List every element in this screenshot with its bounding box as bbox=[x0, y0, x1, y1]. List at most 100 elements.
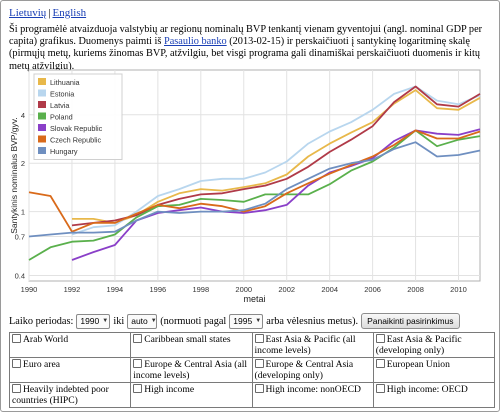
legend-label: Estonia bbox=[50, 90, 75, 99]
legend-swatch bbox=[38, 78, 46, 85]
series-line bbox=[28, 129, 481, 261]
series-line bbox=[71, 85, 481, 236]
intro-text-part1: Ši programėlė atvaizduoja valstybių ar r… bbox=[9, 24, 483, 48]
region-checkbox[interactable] bbox=[375, 384, 385, 393]
language-switcher: Lietuvių | English bbox=[9, 7, 86, 19]
region-row: Euro area Europe & Central Asia (all inco… bbox=[8, 357, 496, 383]
x-tick-label: 2006 bbox=[364, 285, 381, 294]
region-checkbox[interactable] bbox=[12, 384, 21, 393]
normalize-label: (normuoti pagal bbox=[160, 315, 227, 327]
x-axis-label: metai bbox=[243, 294, 265, 304]
region-option[interactable]: Heavily indebted poor countries (HIPC) bbox=[8, 382, 132, 408]
y-tick-label: 0.4 bbox=[15, 272, 25, 281]
region-checkbox[interactable] bbox=[254, 359, 264, 368]
region-row: Heavily indebted poor countries (HIPC) Hi… bbox=[8, 382, 496, 408]
period-controls: Laiko periodas: 1990 ▼ iki auto ▼ (normuot… bbox=[9, 311, 495, 331]
x-tick-label: 1992 bbox=[64, 285, 81, 294]
language-link-lt[interactable]: Lietuvių bbox=[9, 7, 47, 19]
region-option[interactable]: Europe & Central Asia (all income levels… bbox=[130, 357, 253, 383]
region-checkbox[interactable] bbox=[12, 334, 21, 343]
x-tick-label: 1998 bbox=[192, 285, 209, 294]
to-year-value: auto bbox=[131, 316, 148, 326]
region-label: Euro area bbox=[23, 359, 61, 370]
region-checkbox[interactable] bbox=[375, 359, 385, 368]
x-tick-label: 2010 bbox=[450, 285, 467, 294]
region-option[interactable]: High income bbox=[130, 382, 253, 408]
region-option[interactable]: Euro area bbox=[8, 357, 132, 383]
region-checkbox[interactable] bbox=[254, 334, 264, 343]
y-tick-label: 0.7 bbox=[15, 232, 25, 241]
normalize-year-select[interactable]: 1995 ▼ bbox=[229, 313, 264, 329]
language-separator: | bbox=[48, 7, 51, 19]
legend-label: Latvia bbox=[50, 101, 70, 110]
region-label: East Asia & Pacific (developing only) bbox=[375, 334, 462, 356]
x-tick-label: 2004 bbox=[321, 285, 338, 294]
region-checkbox[interactable] bbox=[12, 359, 21, 368]
language-link-en[interactable]: English bbox=[52, 7, 87, 19]
x-tick-label: 1994 bbox=[107, 285, 124, 294]
region-label: High income: nonOECD bbox=[265, 384, 361, 395]
world-bank-link[interactable]: Pasaulio banko bbox=[164, 36, 227, 48]
period-label: Laiko periodas: bbox=[9, 315, 74, 327]
intro-text-part2: (2013-02-15) ir perskaičiuoti į santykin… bbox=[9, 36, 481, 72]
region-option[interactable]: European Union bbox=[372, 357, 496, 383]
series-line bbox=[28, 141, 481, 238]
legend-box bbox=[33, 73, 123, 160]
x-tick-label: 2002 bbox=[278, 285, 295, 294]
to-label: iki bbox=[113, 315, 125, 327]
legend-label: Hungary bbox=[50, 147, 78, 156]
region-option[interactable]: East Asia & Pacific (developing only) bbox=[372, 332, 496, 358]
legend-swatch bbox=[38, 89, 46, 97]
from-year-select[interactable]: 1990 ▼ bbox=[76, 313, 111, 329]
legend-label: Slovak Republic bbox=[50, 124, 103, 133]
x-tick-label: 2008 bbox=[407, 285, 424, 294]
region-checkbox[interactable] bbox=[133, 359, 143, 368]
to-year-select[interactable]: auto ▼ bbox=[127, 313, 158, 329]
legend-swatch bbox=[38, 112, 46, 120]
from-year-value: 1990 bbox=[80, 316, 100, 326]
region-label: East Asia & Pacific (all income levels) bbox=[254, 334, 356, 356]
region-label: Europe & Central Asia (developing only) bbox=[254, 359, 354, 381]
legend-label: Poland bbox=[50, 113, 73, 122]
region-option[interactable]: Arab World bbox=[8, 332, 132, 358]
chevron-down-icon: ▼ bbox=[150, 318, 157, 324]
legend-swatch bbox=[38, 101, 46, 108]
chart-svg: 1990 1992 1994 1996 1998 2000 2002 2004 2006 2008… bbox=[9, 69, 481, 304]
region-label: High income bbox=[144, 384, 195, 395]
region-label: Europe & Central Asia (all income levels… bbox=[133, 359, 248, 381]
region-checkbox[interactable] bbox=[254, 384, 264, 393]
region-checkbox[interactable] bbox=[133, 334, 143, 343]
legend-label: Lithuania bbox=[50, 78, 81, 87]
clear-selection-button[interactable]: Panaikinti pasirinkimus bbox=[361, 313, 460, 329]
x-tick-label: 2000 bbox=[235, 285, 252, 294]
normalize-suffix: arba vėlesnius metus). bbox=[266, 315, 359, 327]
series-line bbox=[71, 85, 481, 227]
x-tick-label: 1996 bbox=[150, 285, 167, 294]
region-option[interactable]: High income: OECD bbox=[372, 382, 496, 408]
x-tick-label: 1990 bbox=[21, 285, 38, 294]
chevron-down-icon: ▼ bbox=[255, 318, 262, 324]
legend-label: Czech Republic bbox=[50, 136, 101, 145]
region-label: European Union bbox=[386, 359, 450, 370]
region-option[interactable]: Europe & Central Asia (developing only) bbox=[251, 357, 374, 383]
chevron-down-icon: ▼ bbox=[102, 318, 109, 324]
y-tick-label: 1 bbox=[21, 208, 25, 217]
region-label: Arab World bbox=[23, 334, 69, 345]
region-option[interactable]: High income: nonOECD bbox=[251, 382, 374, 408]
series-line bbox=[28, 129, 481, 233]
y-tick-label: 4 bbox=[21, 111, 25, 120]
region-row: Arab World Caribbean small states East Asi… bbox=[8, 332, 496, 358]
region-option[interactable]: East Asia & Pacific (all income levels) bbox=[251, 332, 374, 358]
normalize-year-value: 1995 bbox=[233, 316, 253, 326]
region-option[interactable]: Caribbean small states bbox=[130, 332, 253, 358]
region-checkbox[interactable] bbox=[133, 384, 143, 393]
legend-swatch bbox=[38, 135, 46, 143]
region-label: Caribbean small states bbox=[144, 334, 231, 345]
intro-text: Ši programėlė atvaizduoja valstybių ar r… bbox=[9, 24, 495, 73]
region-checkbox[interactable] bbox=[375, 334, 385, 343]
legend-swatch bbox=[38, 147, 46, 154]
region-table: Arab World Caribbean small states East Asi… bbox=[8, 332, 496, 408]
gdp-chart: 1990 1992 1994 1996 1998 2000 2002 2004 2006 2008… bbox=[9, 67, 496, 305]
legend-swatch bbox=[38, 124, 46, 131]
